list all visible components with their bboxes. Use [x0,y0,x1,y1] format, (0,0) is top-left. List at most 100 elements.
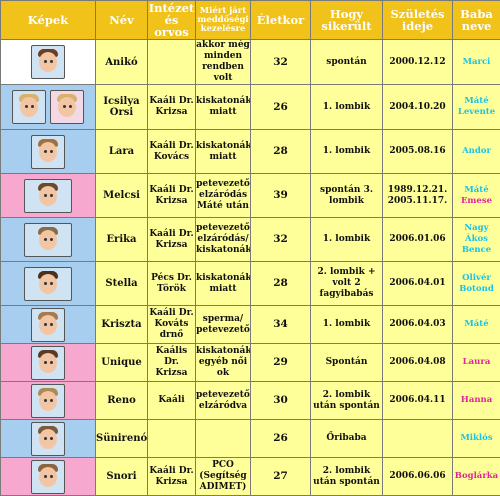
cell-miert: sperma/ petevezető [196,306,251,344]
baby-name: Marci [453,57,500,68]
cell-hogy: Spontán [311,344,383,382]
photo-cell [1,218,96,262]
photo-group [1,223,95,257]
cell-eletkor: 26 [251,85,311,130]
cell-hogy: 2. lombik + volt 2 fagyibabás [311,262,383,306]
photo-group [1,179,95,213]
cell-baba: Miklós [453,420,500,458]
header-intezet: Intézet és orvos [148,1,196,40]
baby-photo-icon [24,223,72,257]
cell-szuletes: 2005.08.16 [383,130,453,174]
cell-hogy: 2. lombik után spontán [311,382,383,420]
photo-group [1,460,95,494]
cell-nev: Sünirenóca [96,420,148,458]
cell-eletkor: 28 [251,262,311,306]
cell-intezet: Kaáli Dr. Krizsa [148,85,196,130]
cell-baba: Marci [453,40,500,85]
cell-eletkor: 30 [251,382,311,420]
cell-miert: petevezető elzáródás Máté után [196,174,251,218]
cell-baba: Laura [453,344,500,382]
cell-hogy: 1. lombik [311,306,383,344]
photo-group [1,384,95,418]
cell-intezet: Kaáli Dr. Krizsa [148,218,196,262]
photo-cell [1,174,96,218]
baby-photo-icon [31,45,65,79]
cell-hogy: 1. lombik [311,85,383,130]
cell-szuletes: 2006.04.08 [383,344,453,382]
baby-name: Máté [453,185,500,196]
cell-miert: kiskatonák miatt [196,262,251,306]
baby-name: Máté [453,96,500,107]
cell-nev: Anikó [96,40,148,85]
photo-group [1,90,95,124]
baby-name: Emese [453,196,500,207]
cell-szuletes: 2004.10.20 [383,85,453,130]
cell-hogy: spontán [311,40,383,85]
cell-miert [196,420,251,458]
cell-intezet: Kaáli Dr. Kováts drnő [148,306,196,344]
cell-nev: Icsilya Orsi [96,85,148,130]
photo-cell [1,40,96,85]
cell-nev: Kriszta [96,306,148,344]
cell-szuletes: 2006.04.03 [383,306,453,344]
baby-photo-icon [31,460,65,494]
photo-cell [1,344,96,382]
cell-miert: petevezető elzáródás/ kiskatonák [196,218,251,262]
baby-name: Olivér [453,273,500,284]
cell-szuletes [383,420,453,458]
cell-nev: Lara [96,130,148,174]
cell-baba: Nagy Ákos Bence [453,218,500,262]
cell-eletkor: 29 [251,344,311,382]
photo-cell [1,382,96,420]
table-row: Sünirenóca26ŐribabaMiklós [1,420,500,458]
header-kepek: Képek [1,1,96,40]
cell-baba: Hanna [453,382,500,420]
cell-eletkor: 39 [251,174,311,218]
header-baba: Baba neve [453,1,500,40]
baby-photo-icon [31,308,65,342]
photo-cell [1,420,96,458]
photo-cell [1,130,96,174]
cell-miert: petevezetők elzáródva [196,382,251,420]
cell-hogy: 1. lombik [311,130,383,174]
cell-szuletes: 2006.04.11 [383,382,453,420]
cell-hogy: Őribaba [311,420,383,458]
photo-group [1,422,95,456]
cell-intezet: Kaáli [148,382,196,420]
header-row: Képek Név Intézet és orvos Miért járt me… [1,1,500,40]
cell-intezet: Kaáli Dr. Kovács [148,130,196,174]
baby-photo-icon [31,346,65,380]
cell-hogy: 1. lombik [311,218,383,262]
baby-name: Nagy Ákos Bence [453,223,500,256]
cell-miert: kiskatonák miatt [196,130,251,174]
baby-name: Hanna [453,395,500,406]
cell-nev: Melcsi [96,174,148,218]
baby-name: Miklós [453,433,500,444]
cell-eletkor: 32 [251,40,311,85]
cell-szuletes: 1989.12.21. 2005.11.17. [383,174,453,218]
cell-nev: Erika [96,218,148,262]
cell-hogy: spontán 3. lombik [311,174,383,218]
baby-photo-icon [12,90,46,124]
cell-miert: akkor még minden rendben volt [196,40,251,85]
cell-miert: kiskatonák miatt [196,85,251,130]
baby-name: Laura [453,357,500,368]
photo-cell [1,306,96,344]
photo-group [1,267,95,301]
cell-szuletes: 2006.01.06 [383,218,453,262]
cell-intezet [148,420,196,458]
cell-baba: Andor [453,130,500,174]
cell-nev: Unique [96,344,148,382]
